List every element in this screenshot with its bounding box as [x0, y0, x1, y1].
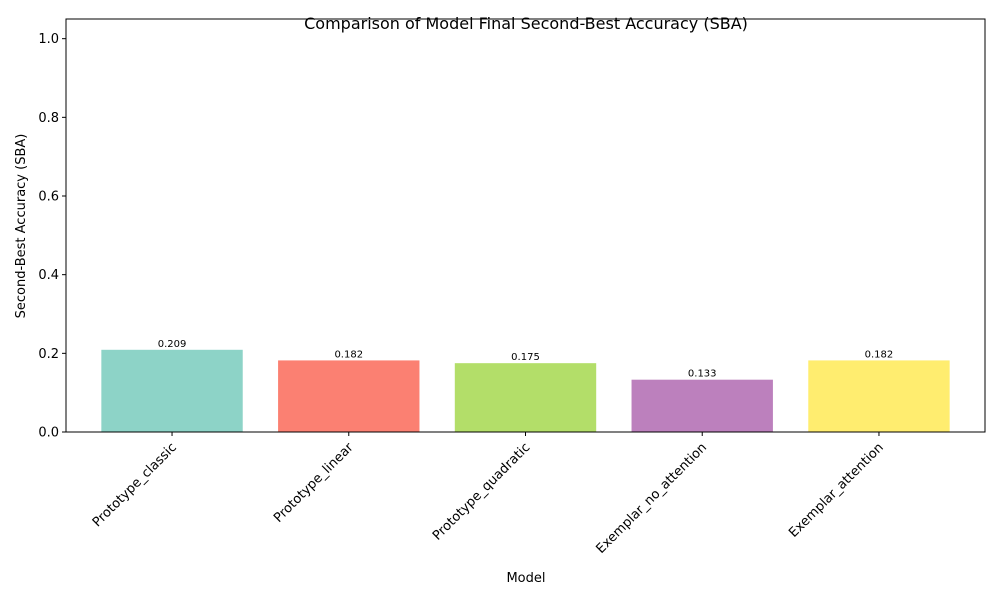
bar-value-label: 0.182 — [334, 349, 363, 360]
y-axis: 0.0 0.2 0.4 0.6 0.8 1.0 — [38, 32, 66, 441]
bar-value-label: 0.175 — [511, 352, 540, 363]
bar-value-label: 0.182 — [865, 349, 894, 360]
bar-value-label: 0.209 — [158, 339, 187, 350]
y-tick-label: 0.6 — [38, 190, 59, 205]
bar — [631, 379, 773, 432]
y-axis-title: Second-Best Accuracy (SBA) — [14, 134, 29, 319]
chart-title: Comparison of Model Final Second-Best Ac… — [304, 14, 748, 33]
bars-group — [101, 349, 950, 432]
y-tick-label: 0.2 — [38, 347, 59, 362]
y-tick-label: 1.0 — [38, 32, 59, 47]
x-tick-label: Exemplar_no_attention — [593, 440, 710, 557]
bar — [808, 360, 950, 432]
y-tick-label: 0.8 — [38, 111, 59, 126]
x-tick-label: Prototype_linear — [271, 440, 357, 526]
y-tick-label: 0.4 — [38, 268, 59, 283]
x-axis: Prototype_classic Prototype_linear Prototy… — [90, 432, 887, 557]
bar — [101, 349, 243, 432]
x-tick-label: Exemplar_attention — [786, 440, 887, 541]
x-tick-label: Prototype_quadratic — [430, 440, 533, 543]
bar-value-label: 0.133 — [688, 369, 717, 380]
x-tick-label: Prototype_classic — [90, 440, 180, 530]
bar-value-labels: 0.209 0.182 0.175 0.133 0.182 — [158, 339, 894, 380]
y-tick-label: 0.0 — [38, 426, 59, 441]
x-axis-title: Model — [506, 571, 545, 586]
bar — [454, 363, 597, 432]
bar — [278, 360, 420, 432]
